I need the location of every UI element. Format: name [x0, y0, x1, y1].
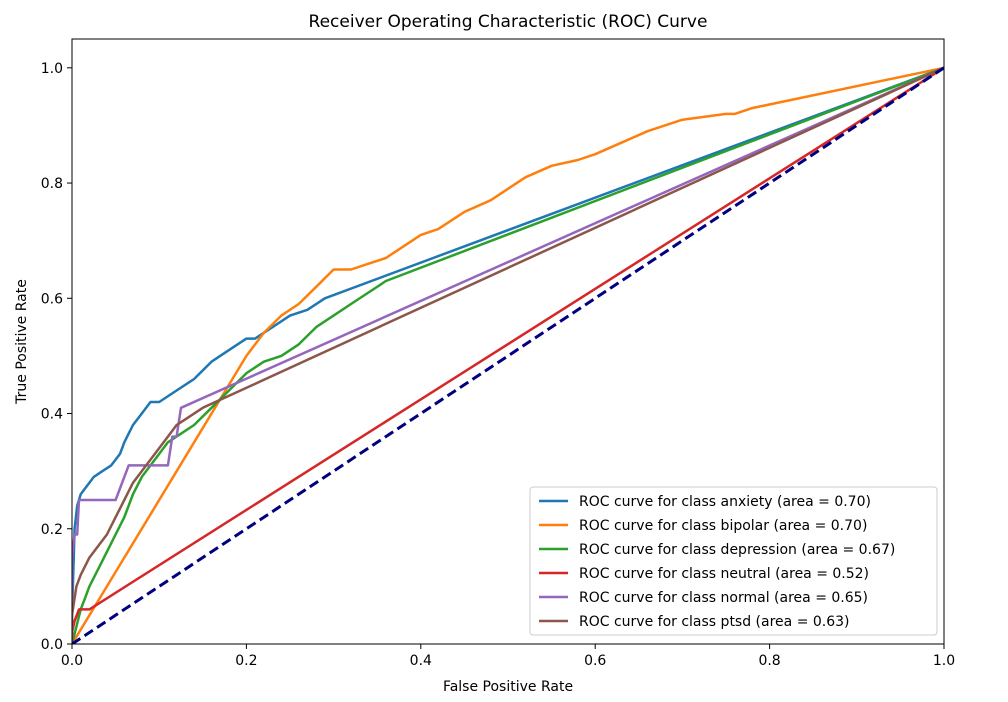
plot-area: [72, 66, 944, 644]
roc-line-series-5: [72, 66, 944, 644]
y-tick-label: 0.2: [41, 522, 63, 538]
y-tick-label: 1.0: [41, 61, 63, 77]
axis-ticks: 0.0 0.2 0.4 0.6 0.8 1.0 0.0 0.2 0.4 0.6 0.8 1.0: [41, 61, 955, 669]
x-tick-label: 0.0: [61, 653, 83, 669]
chart-title: Receiver Operating Characteristic (ROC) …: [309, 12, 708, 32]
legend-label: ROC curve for class anxiety (area = 0.70…: [579, 494, 871, 510]
y-tick-label: 0.8: [41, 176, 63, 192]
x-axis-label: False Positive Rate: [443, 679, 573, 695]
legend-label: ROC curve for class normal (area = 0.65): [579, 590, 868, 606]
x-tick-label: 0.6: [584, 653, 606, 669]
x-tick-label: 1.0: [933, 653, 955, 669]
legend-label: ROC curve for class neutral (area = 0.52…: [579, 566, 869, 582]
axes-frame: [71, 38, 945, 645]
legend-label: ROC curve for class bipolar (area = 0.70…: [579, 518, 867, 534]
roc-line-series-1: [72, 66, 944, 644]
x-tick-label: 0.2: [235, 653, 257, 669]
y-tick-label: 0.6: [41, 291, 63, 307]
x-tick-label: 0.8: [758, 653, 780, 669]
x-tick-label: 0.4: [410, 653, 432, 669]
legend: ROC curve for class anxiety (area = 0.70…: [529, 486, 938, 636]
legend-box: [529, 486, 938, 636]
chance-diagonal-line: [72, 66, 944, 644]
roc-line-series-3: [72, 66, 944, 644]
y-tick-label: 0.4: [41, 407, 63, 423]
legend-label: ROC curve for class depression (area = 0…: [579, 542, 895, 558]
legend-label: ROC curve for class ptsd (area = 0.63): [579, 614, 850, 630]
y-tick-label: 0.0: [41, 637, 63, 653]
roc-line-series-4: [72, 66, 944, 644]
y-axis-label: True Positive Rate: [14, 279, 30, 405]
